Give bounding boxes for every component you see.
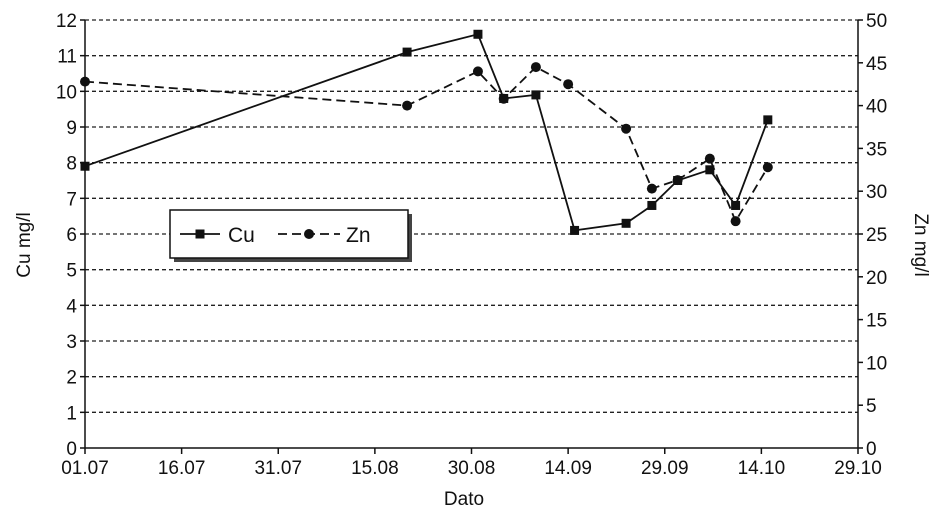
y-left-tick-label: 11 <box>57 47 77 68</box>
x-tick-label: 14.09 <box>544 458 592 479</box>
y-left-tick-label: 0 <box>66 439 77 460</box>
legend: Cu Zn <box>169 209 412 262</box>
y-left-tick-label: 2 <box>66 368 77 389</box>
legend-label-zn: Zn <box>346 224 371 247</box>
y-left-tick-label: 6 <box>66 225 77 246</box>
y-axis-title-right: Zn mg/l <box>910 213 931 276</box>
data-point-cu <box>570 225 580 235</box>
data-point-cu <box>731 200 741 210</box>
legend-marker-cu <box>195 229 205 239</box>
y-right-tick-label: 0 <box>866 439 877 460</box>
y-right-tick-label: 15 <box>866 311 887 332</box>
x-tick-label: 16.07 <box>158 458 206 479</box>
series-layer <box>80 29 773 235</box>
data-point-cu <box>705 165 715 175</box>
data-point-cu <box>763 115 773 125</box>
legend-marker-zn <box>304 229 314 239</box>
y-left-tick-label: 8 <box>66 154 77 175</box>
legend-label-cu: Cu <box>228 224 255 247</box>
data-point-zn <box>762 162 773 173</box>
y-left-tick-label: 1 <box>66 403 77 424</box>
axes <box>80 19 863 454</box>
y-right-tick-label: 10 <box>866 353 887 374</box>
data-point-cu <box>621 218 631 228</box>
y-left-tick-label: 9 <box>66 118 77 139</box>
legend-box <box>169 209 409 259</box>
x-tick-label: 30.08 <box>448 458 496 479</box>
series-line-zn <box>84 65 769 224</box>
data-point-zn <box>621 123 632 134</box>
y-left-tick-label: 3 <box>66 332 77 353</box>
data-point-cu <box>473 29 483 39</box>
y-right-tick-label: 30 <box>866 182 887 203</box>
x-tick-label: 31.07 <box>254 458 302 479</box>
x-tick-label: 29.09 <box>641 458 689 479</box>
tick-labels: 01234567891011120510152025303540455001.0… <box>56 11 887 479</box>
y-axis-title-left: Cu mg/l <box>14 212 35 277</box>
y-left-tick-label: 5 <box>66 261 77 282</box>
data-point-zn <box>530 62 541 73</box>
y-right-tick-label: 35 <box>866 139 887 160</box>
y-left-tick-label: 10 <box>56 82 77 103</box>
x-axis-title: Dato <box>444 489 484 510</box>
y-left-tick-label: 4 <box>66 296 77 317</box>
data-point-zn <box>704 153 715 164</box>
data-point-zn <box>646 183 657 194</box>
data-point-cu <box>531 90 541 100</box>
data-point-zn <box>563 79 574 90</box>
y-right-tick-label: 40 <box>866 97 887 118</box>
data-point-cu <box>402 47 412 57</box>
y-right-tick-label: 45 <box>866 54 887 75</box>
data-point-cu <box>647 200 657 210</box>
series-line-cu <box>84 33 769 232</box>
data-point-zn <box>472 66 483 77</box>
data-point-zn <box>498 93 509 104</box>
y-right-tick-label: 25 <box>866 225 887 246</box>
y-left-tick-label: 7 <box>66 189 77 210</box>
data-point-zn <box>402 100 413 111</box>
y-left-tick-label: 12 <box>56 11 77 32</box>
data-point-zn <box>730 216 741 227</box>
y-right-tick-label: 50 <box>866 11 887 32</box>
x-tick-label: 14.10 <box>738 458 786 479</box>
x-tick-label: 15.08 <box>351 458 399 479</box>
y-right-tick-label: 5 <box>866 396 877 417</box>
y-right-tick-label: 20 <box>866 268 887 289</box>
data-point-zn <box>672 175 683 186</box>
x-tick-label: 01.07 <box>61 458 109 479</box>
x-tick-label: 29.10 <box>834 458 882 479</box>
